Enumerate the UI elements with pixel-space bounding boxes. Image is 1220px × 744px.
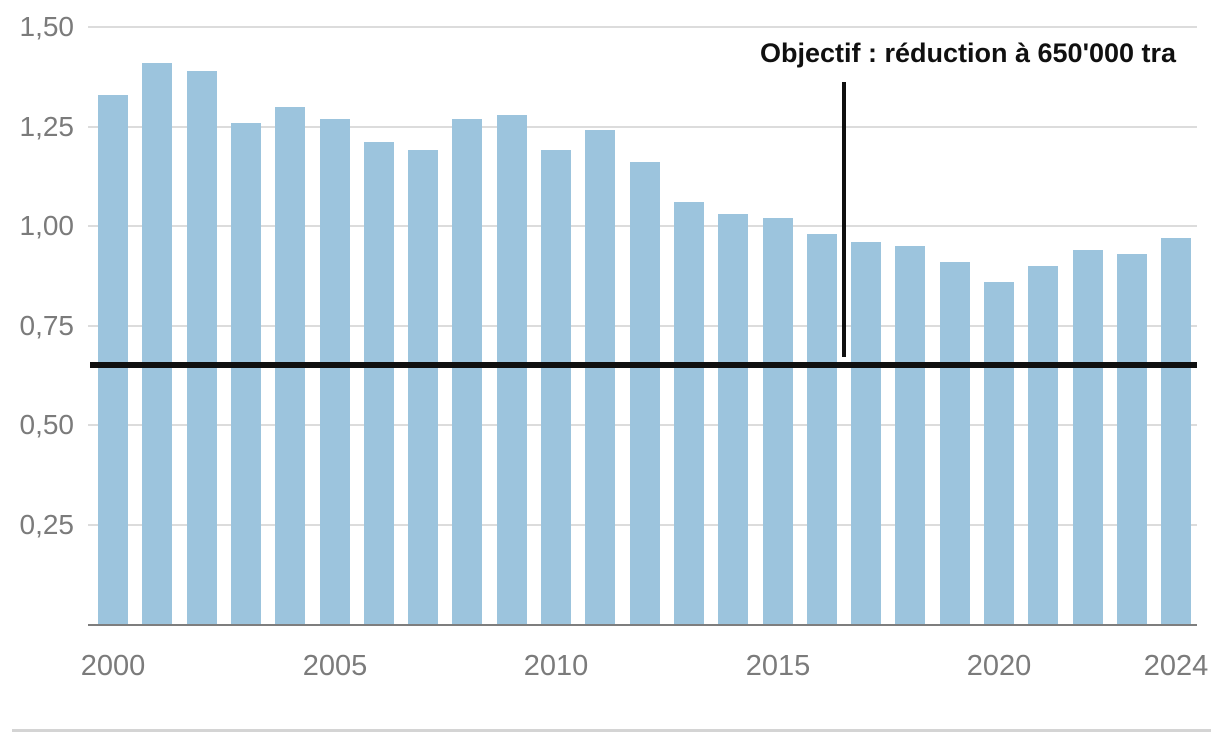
- y-tick-label: 1,25: [19, 110, 75, 142]
- objective-line: [90, 362, 1197, 368]
- y-tick-label: 1,50: [19, 11, 75, 42]
- bar: [984, 282, 1014, 624]
- x-tick-label: 2010: [523, 650, 589, 682]
- x-tick-label: 2024: [1143, 650, 1209, 682]
- x-tick-label: 2015: [745, 650, 811, 682]
- gridline: [88, 26, 1197, 28]
- bar: [763, 218, 793, 624]
- gridline: [88, 125, 1197, 128]
- bar: [674, 202, 704, 624]
- bar: [851, 242, 881, 624]
- x-tick-label: 2000: [80, 650, 146, 682]
- bar: [541, 150, 571, 624]
- bar: [1028, 266, 1058, 624]
- bar: [585, 130, 615, 624]
- bar: [895, 246, 925, 624]
- bar: [1117, 254, 1147, 624]
- annotation-callout-line: [842, 82, 846, 357]
- y-tick-label: 1,00: [19, 210, 75, 241]
- x-tick-label: 2020: [966, 650, 1032, 682]
- bar: [364, 142, 394, 624]
- y-tick-label: 0,50: [19, 409, 75, 440]
- bar: [142, 63, 172, 624]
- bar: [1073, 250, 1103, 624]
- bar: [1161, 238, 1191, 624]
- annotation-text: Objectif : réduction à 650'000 tra: [760, 38, 1177, 68]
- y-tick-label: 0,25: [19, 508, 75, 540]
- bar: [187, 71, 217, 624]
- bar: [452, 119, 482, 624]
- bar: [320, 119, 350, 624]
- x-axis-line: [88, 624, 1197, 626]
- bar: [630, 162, 660, 624]
- bar: [497, 115, 527, 624]
- y-tick-label: 0,75: [19, 309, 75, 341]
- bar: [718, 214, 748, 624]
- bar: [98, 95, 128, 624]
- bar: [940, 262, 970, 624]
- bar: [807, 234, 837, 624]
- bar: [231, 123, 261, 624]
- footer-divider: [12, 729, 1211, 732]
- x-tick-label: 2005: [302, 650, 368, 682]
- bar: [408, 150, 438, 624]
